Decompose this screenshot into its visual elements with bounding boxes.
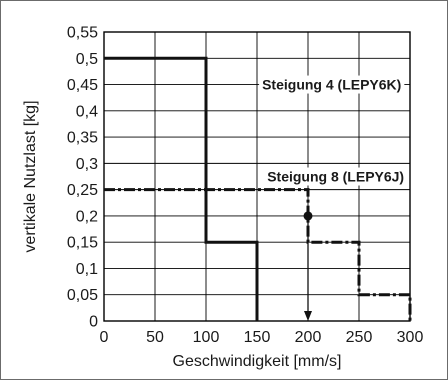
y-tick-label: 0,4 <box>76 103 98 120</box>
x-tick-label: 250 <box>346 329 373 346</box>
x-tick-label: 300 <box>397 329 424 346</box>
series-line-steigung-8 <box>104 188 412 321</box>
y-tick-label: 0,55 <box>67 25 98 42</box>
y-tick-label: 0,15 <box>67 235 98 252</box>
series-layer <box>104 56 412 321</box>
y-tick-label: 0,5 <box>76 51 98 68</box>
y-tick-label: 0,3 <box>76 156 98 173</box>
y-axis-title: vertikale Nutzlast [kg] <box>22 100 39 252</box>
x-axis-title: Geschwindigkeit [mm/s] <box>173 353 342 370</box>
y-tick-label: 0,2 <box>76 208 98 225</box>
series-line-steigung-4 <box>104 56 259 321</box>
x-tick-label: 100 <box>193 329 220 346</box>
series-label-layer: Steigung 4 (LEPY6K) Steigung 8 (LEPY6J) <box>259 75 408 186</box>
x-tick-label: 50 <box>146 329 164 346</box>
y-tick-label: 0,25 <box>67 182 98 199</box>
series-label-background <box>259 75 405 94</box>
y-tick-label: 0 <box>89 314 98 331</box>
marker-dot <box>303 211 313 221</box>
series-label-steigung-8: Steigung 8 (LEPY6J) <box>267 169 404 185</box>
y-tick-label: 0,1 <box>76 261 98 278</box>
series-label-steigung-4: Steigung 4 (LEPY6K) <box>262 77 401 93</box>
x-tick-label: 150 <box>244 329 271 346</box>
y-tick-label: 0,35 <box>67 130 98 147</box>
y-tick-label: 0,45 <box>67 77 98 94</box>
annotation-layer <box>303 211 313 321</box>
x-tick-label: 0 <box>100 329 109 346</box>
y-tick-label: 0,05 <box>67 287 98 304</box>
x-tick-label: 200 <box>295 329 322 346</box>
series-label-background <box>264 167 408 186</box>
arrow-head <box>304 311 312 321</box>
tick-labels: 0 0,05 0,1 0,15 0,2 0,25 0,3 0,35 0,4 0,45 0,5 0,55… <box>67 25 424 347</box>
